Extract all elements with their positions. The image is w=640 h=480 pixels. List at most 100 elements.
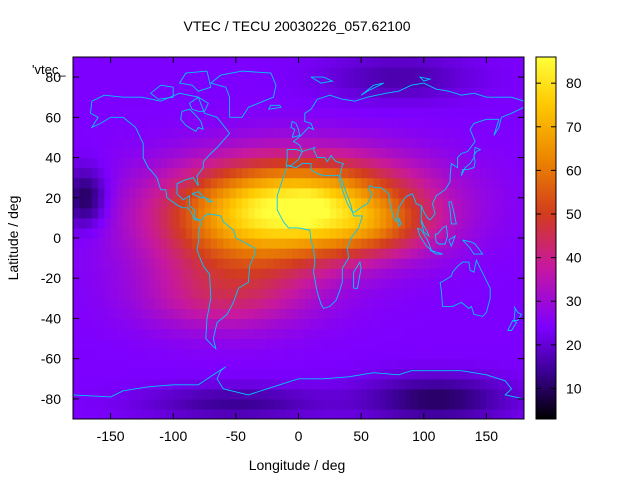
heatmap-cell [404, 197, 412, 209]
heatmap-cell [217, 238, 224, 249]
heatmap-cell [448, 318, 456, 330]
heatmap-cell [192, 338, 199, 350]
heatmap-cell [517, 127, 524, 139]
heatmap-cell [98, 227, 105, 239]
heatmap-cell [173, 147, 181, 159]
heatmap-cell [505, 288, 513, 299]
heatmap-cell [517, 87, 524, 98]
heatmap-cell [123, 408, 130, 419]
heatmap-cell [198, 117, 206, 128]
heatmap-cell [448, 157, 456, 169]
heatmap-cell [311, 87, 318, 98]
heatmap-cell [492, 177, 500, 189]
heatmap-cell [179, 227, 187, 239]
heatmap-cell [192, 137, 199, 149]
heatmap-cell [379, 157, 387, 169]
heatmap-cell [436, 258, 444, 269]
heatmap-cell [235, 378, 243, 390]
heatmap-cell [436, 157, 444, 169]
heatmap-cell [348, 227, 356, 239]
heatmap-cell [354, 67, 362, 78]
heatmap-cell [298, 187, 306, 199]
heatmap-cell [91, 368, 99, 380]
heatmap-cell [204, 378, 212, 390]
heatmap-cell [79, 298, 87, 309]
heatmap-cell [336, 388, 343, 400]
heatmap-cell [517, 258, 524, 269]
heatmap-cell [379, 127, 387, 139]
heatmap-cell [498, 408, 506, 419]
heatmap-cell [223, 207, 231, 219]
heatmap-cell [185, 398, 193, 410]
heatmap-cell [348, 137, 356, 149]
heatmap-cell [204, 368, 212, 380]
heatmap-cell [417, 227, 425, 239]
heatmap-cell [273, 207, 281, 219]
heatmap-cell [423, 227, 431, 239]
heatmap-cell [185, 127, 193, 139]
heatmap-cell [98, 217, 105, 229]
heatmap-cell [448, 147, 456, 159]
coastline [178, 70, 212, 92]
heatmap-cell [110, 187, 118, 199]
heatmap-cell [455, 177, 462, 189]
heatmap-cell [135, 328, 143, 340]
heatmap-cell [235, 398, 243, 410]
heatmap-cell [260, 248, 268, 259]
heatmap-cell [204, 167, 212, 179]
heatmap-cell [505, 167, 513, 179]
heatmap-cell [79, 57, 87, 68]
heatmap-cell [473, 258, 481, 269]
heatmap-cell [279, 388, 287, 400]
heatmap-cell [398, 318, 406, 330]
heatmap-cell [248, 137, 256, 149]
heatmap-cell [423, 187, 431, 199]
heatmap-cell [373, 388, 381, 400]
heatmap-cell [304, 77, 312, 88]
heatmap-cell [135, 408, 143, 419]
heatmap-cell [104, 288, 112, 299]
heatmap-cell [361, 398, 368, 410]
heatmap-cell [386, 318, 394, 330]
heatmap-cell [98, 308, 105, 320]
heatmap-cell [348, 298, 356, 309]
heatmap-cell [173, 318, 181, 330]
heatmap-cell [179, 398, 187, 410]
heatmap-cell [517, 147, 524, 159]
heatmap-cell [492, 398, 500, 410]
heatmap-cell [480, 348, 488, 360]
heatmap-cell [148, 67, 156, 78]
heatmap-cell [342, 137, 350, 149]
heatmap-cell [254, 177, 262, 189]
heatmap-cell [392, 127, 400, 139]
heatmap-cell [217, 97, 224, 108]
heatmap-cell [361, 227, 368, 239]
heatmap-cell [442, 167, 450, 179]
heatmap-cell [348, 278, 356, 289]
heatmap-cell [404, 248, 412, 259]
heatmap-cell [267, 318, 275, 330]
heatmap-cell [185, 258, 193, 269]
heatmap-cell [455, 57, 462, 68]
heatmap-cell [141, 207, 149, 219]
heatmap-cell [336, 338, 343, 350]
vtec-heatmap [73, 57, 524, 419]
heatmap-cell [248, 87, 256, 98]
heatmap-cell [185, 328, 193, 340]
heatmap-cell [248, 167, 256, 179]
heatmap-cell [386, 408, 394, 419]
heatmap-cell [91, 147, 99, 159]
x-axis-label: Longitude / deg [249, 457, 346, 473]
heatmap-cell [348, 348, 356, 360]
heatmap-cell [85, 207, 93, 219]
heatmap-cell [336, 358, 343, 370]
heatmap-cell [229, 318, 237, 330]
heatmap-cell [436, 77, 444, 88]
heatmap-cell [79, 238, 87, 249]
heatmap-cell [110, 107, 118, 118]
heatmap-cell [179, 127, 187, 139]
heatmap-cell [498, 308, 506, 320]
heatmap-cell [511, 408, 519, 419]
heatmap-cell [104, 338, 112, 350]
heatmap-cell [367, 278, 375, 289]
